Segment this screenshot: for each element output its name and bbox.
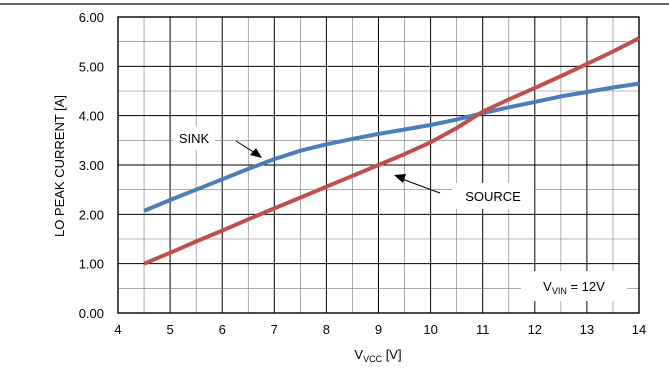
x-tick-label: 11 [476, 322, 490, 337]
y-tick-label: 1.00 [79, 257, 104, 272]
plot-border [117, 16, 640, 314]
sink-arrowhead [250, 148, 262, 158]
sink-arrow-line [235, 140, 256, 154]
x-tick-label: 7 [271, 322, 278, 337]
y-tick-label: 3.00 [79, 158, 104, 173]
x-axis-label-unit: [V] [382, 347, 402, 362]
condition-label-main: V [543, 279, 552, 294]
y-tick-label: 2.00 [79, 207, 104, 222]
annotations: SINK SOURCE VVIN = 12V [173, 126, 627, 301]
x-tick-label: 9 [375, 322, 382, 337]
condition-label-value: = 12V [567, 279, 605, 294]
sink-label: SINK [179, 131, 210, 146]
x-tick-label: 13 [580, 322, 594, 337]
x-tick-label: 14 [632, 322, 646, 337]
x-tick-label: 5 [166, 322, 173, 337]
source-label-box [452, 183, 534, 209]
source-arrow-line [401, 178, 441, 194]
series-line-source [143, 36, 640, 266]
x-tick-label: 4 [114, 322, 121, 337]
x-axis-label-main: V [354, 347, 363, 362]
series-layer [143, 36, 640, 266]
source-arrowhead [394, 174, 406, 183]
x-tick-label: 6 [219, 322, 226, 337]
condition-label: VVIN = 12V [543, 279, 605, 296]
x-tick-label: 8 [323, 322, 330, 337]
y-tick-label: 0.00 [79, 306, 104, 321]
condition-label-sub: VIN [552, 286, 567, 296]
x-axis-label-sub: VCC [363, 354, 383, 364]
sink-label-box [173, 126, 215, 150]
plot-frame [117, 16, 640, 314]
y-axis-label: LO PEAK CURRENT [A] [52, 95, 67, 237]
x-axis-label: VVCC [V] [354, 347, 401, 364]
ticks-layer: 4 5 6 7 8 9 10 11 12 13 14 0.00 1.00 2.00 3.00 4.00 5.00… [79, 10, 647, 337]
y-tick-label: 4.00 [79, 109, 104, 124]
y-tick-label: 6.00 [79, 10, 104, 25]
x-tick-label: 10 [423, 322, 437, 337]
y-tick-label: 5.00 [79, 59, 104, 74]
x-tick-label: 12 [528, 322, 542, 337]
series-line-sink [143, 81, 640, 213]
condition-box [521, 271, 627, 301]
source-label: SOURCE [465, 189, 521, 204]
